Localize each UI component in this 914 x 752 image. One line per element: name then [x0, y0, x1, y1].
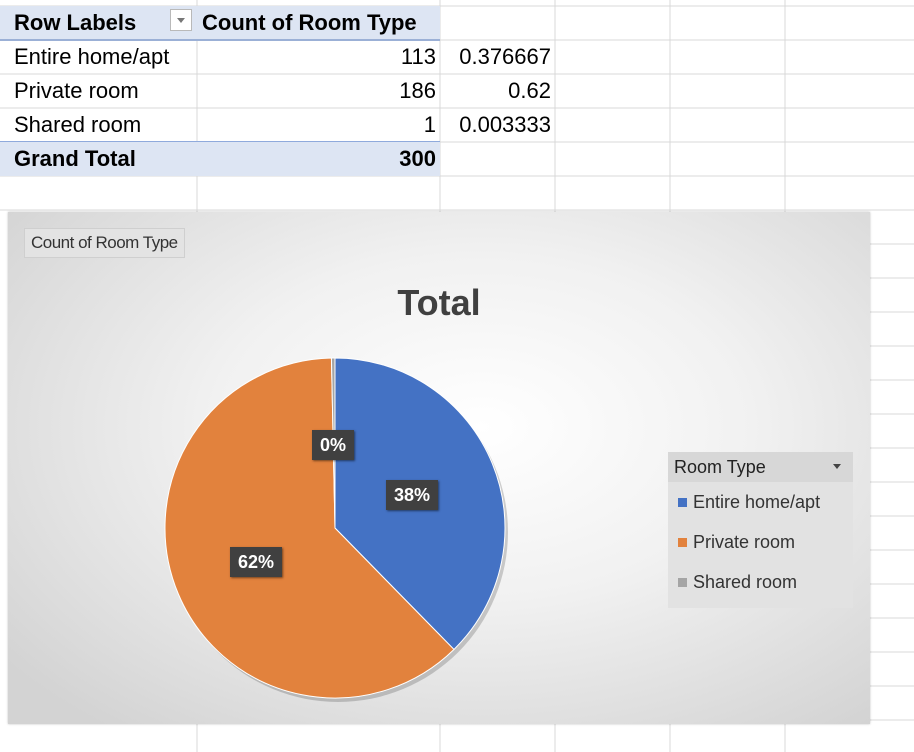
legend-label: Shared room	[693, 572, 798, 592]
legend-field-button[interactable]: Room Type	[668, 452, 853, 482]
chart-title[interactable]: Total	[397, 282, 481, 323]
pivot-row-count[interactable]: 186	[399, 78, 436, 103]
legend-item[interactable]: Entire home/apt	[668, 482, 853, 522]
legend-title: Room Type	[674, 457, 766, 477]
legend-label: Private room	[693, 532, 796, 552]
pivot-total-bg	[0, 142, 440, 176]
pivot-header-bg	[0, 6, 440, 40]
pivot-row-count[interactable]: 1	[423, 112, 436, 137]
data-label[interactable]: 62%	[229, 547, 283, 577]
pivot-grand-total-label[interactable]: Grand Total	[14, 146, 136, 171]
data-label[interactable]: 38%	[385, 480, 439, 510]
legend-label: Entire home/apt	[693, 492, 821, 512]
pivot-chart[interactable]: Count of Room Type Total 38% 62% 0% Room T…	[8, 212, 870, 724]
pivot-grand-total-value[interactable]: 300	[399, 146, 436, 171]
row-labels-filter-button[interactable]	[170, 9, 192, 31]
value-field-button[interactable]: Count of Room Type	[24, 228, 185, 258]
pie-slice-private-room[interactable]	[164, 357, 455, 699]
pivot-header-line	[0, 39, 440, 41]
pivot-row-label[interactable]: Shared room	[14, 112, 142, 137]
data-label[interactable]: 0%	[311, 430, 355, 460]
pivot-row-share[interactable]: 0.003333	[459, 112, 551, 137]
pivot-row-label[interactable]: Private room	[14, 78, 139, 103]
pivot-row-count[interactable]: 113	[400, 44, 436, 69]
pivot-row-share[interactable]: 0.62	[508, 78, 551, 103]
legend-swatch	[678, 538, 687, 547]
pivot-total-line	[0, 141, 440, 142]
legend-swatch	[678, 578, 687, 587]
pivot-row-label[interactable]: Entire home/apt	[14, 44, 170, 69]
pivot-row-labels-header[interactable]: Row Labels	[14, 10, 137, 35]
chart-legend[interactable]: Room Type Entire home/apt Private room S…	[668, 452, 853, 608]
pivot-row-share[interactable]: 0.376667	[459, 44, 551, 69]
legend-swatch	[678, 498, 687, 507]
legend-item[interactable]: Private room	[668, 522, 853, 562]
dropdown-arrow-icon	[833, 464, 841, 469]
pivot-value-header[interactable]: Count of Room Type	[202, 10, 417, 35]
legend-item[interactable]: Shared room	[668, 562, 853, 602]
